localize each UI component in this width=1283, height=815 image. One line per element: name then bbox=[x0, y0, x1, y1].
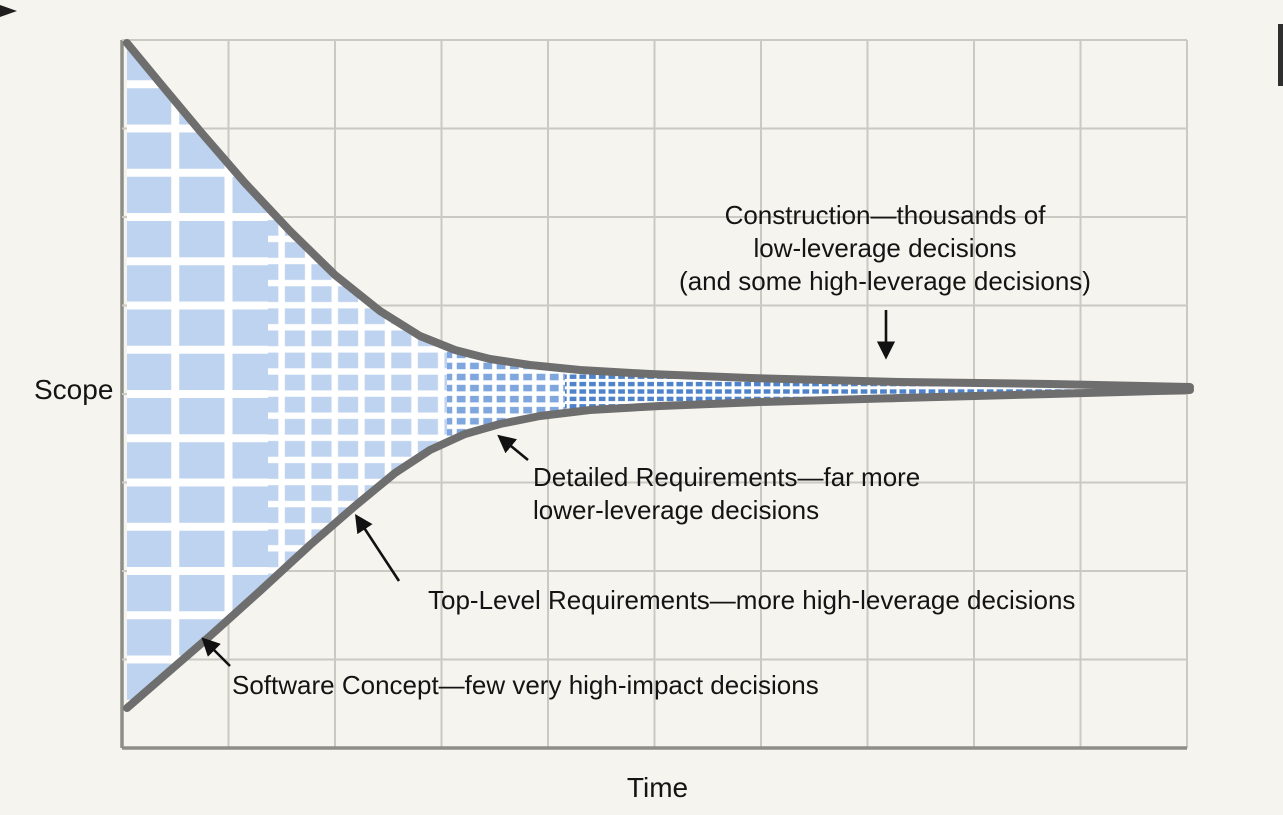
x-axis-label: Time bbox=[626, 772, 689, 803]
arrow-software-concept bbox=[201, 637, 231, 667]
inner-grid-medium bbox=[268, 43, 447, 708]
annotation-line: (and some high-leverage decisions) bbox=[679, 266, 1091, 296]
annotation-line: Top-Level Requirements—more high-leverag… bbox=[428, 585, 1076, 615]
annotation-top-level-requirements: Top-Level Requirements—more high-leverag… bbox=[428, 584, 1075, 617]
funnel-outline-top bbox=[123, 39, 1194, 391]
y-axis-label: Scope bbox=[34, 374, 114, 405]
background-grid bbox=[120, 39, 1188, 750]
arrow-top-level-requirements bbox=[355, 513, 401, 582]
annotation-line: Detailed Requirements—far more bbox=[533, 462, 921, 492]
inner-grid-coarse bbox=[127, 43, 268, 708]
annotation-line: Construction—thousands of bbox=[724, 200, 1046, 230]
annotation-detailed-requirements: Detailed Requirements—far more lower-lev… bbox=[533, 461, 920, 527]
annotation-line: low-leverage decisions bbox=[753, 233, 1017, 263]
scan-artifact-edge bbox=[1278, 24, 1283, 86]
annotation-line: Software Concept—few very high-impact de… bbox=[232, 670, 819, 700]
annotation-construction: Construction—thousands of low-leverage d… bbox=[585, 199, 1185, 298]
annotation-line: lower-leverage decisions bbox=[533, 495, 820, 525]
scan-artifact-corner bbox=[0, 5, 17, 17]
funnel-outline-bottom bbox=[123, 386, 1194, 712]
annotation-arrows bbox=[201, 310, 896, 667]
annotation-software-concept: Software Concept—few very high-impact de… bbox=[232, 669, 819, 702]
arrow-detailed-requirements bbox=[497, 434, 529, 462]
